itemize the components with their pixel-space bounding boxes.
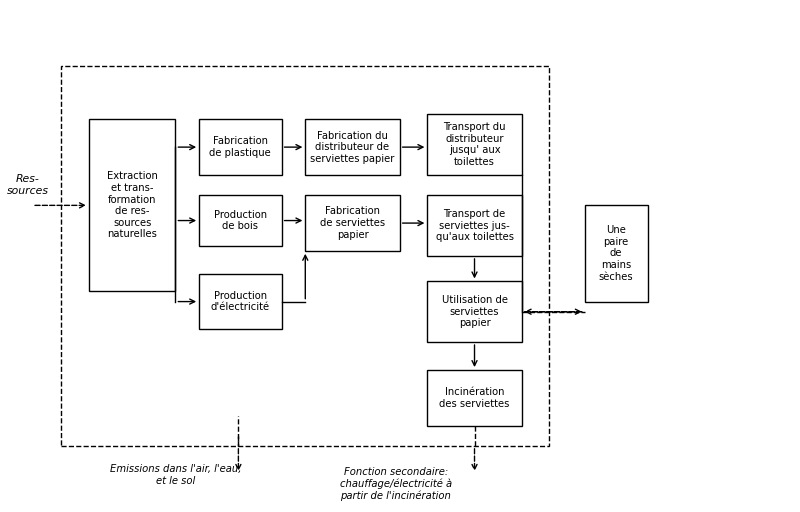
Text: Fabrication
de serviettes
papier: Fabrication de serviettes papier — [320, 206, 385, 240]
Text: Utilisation de
serviettes
papier: Utilisation de serviettes papier — [442, 295, 507, 328]
Text: Une
paire
de
mains
sèches: Une paire de mains sèches — [599, 225, 634, 282]
FancyBboxPatch shape — [199, 274, 282, 329]
Text: Res-
sources: Res- sources — [6, 174, 49, 196]
FancyBboxPatch shape — [306, 119, 400, 175]
Text: Extraction
et trans-
formation
de res-
sources
naturelles: Extraction et trans- formation de res- s… — [106, 172, 158, 239]
Text: Fonction secondaire:
chauffage/électricité à
partir de l'incinération: Fonction secondaire: chauffage/électrici… — [340, 467, 452, 501]
FancyBboxPatch shape — [306, 195, 400, 251]
FancyBboxPatch shape — [199, 195, 282, 246]
Text: Fabrication du
distributeur de
serviettes papier: Fabrication du distributeur de serviette… — [310, 131, 394, 164]
Text: Emissions dans l'air, l'eau,
et le sol: Emissions dans l'air, l'eau, et le sol — [110, 464, 241, 485]
FancyBboxPatch shape — [427, 281, 522, 342]
Text: Transport de
serviettes jus-
qu'aux toilettes: Transport de serviettes jus- qu'aux toil… — [435, 209, 514, 242]
Text: Production
d'électricité: Production d'électricité — [210, 291, 270, 312]
Text: Transport du
distributeur
jusqu' aux
toilettes: Transport du distributeur jusqu' aux toi… — [443, 122, 506, 167]
FancyBboxPatch shape — [427, 195, 522, 256]
Text: Fabrication
de plastique: Fabrication de plastique — [210, 136, 271, 158]
Text: Incinération
des serviettes: Incinération des serviettes — [439, 387, 510, 409]
FancyBboxPatch shape — [427, 370, 522, 425]
FancyBboxPatch shape — [427, 114, 522, 175]
FancyBboxPatch shape — [89, 119, 175, 291]
FancyBboxPatch shape — [62, 66, 550, 446]
Text: Production
de bois: Production de bois — [214, 210, 267, 231]
FancyBboxPatch shape — [199, 119, 282, 175]
FancyBboxPatch shape — [585, 205, 648, 302]
